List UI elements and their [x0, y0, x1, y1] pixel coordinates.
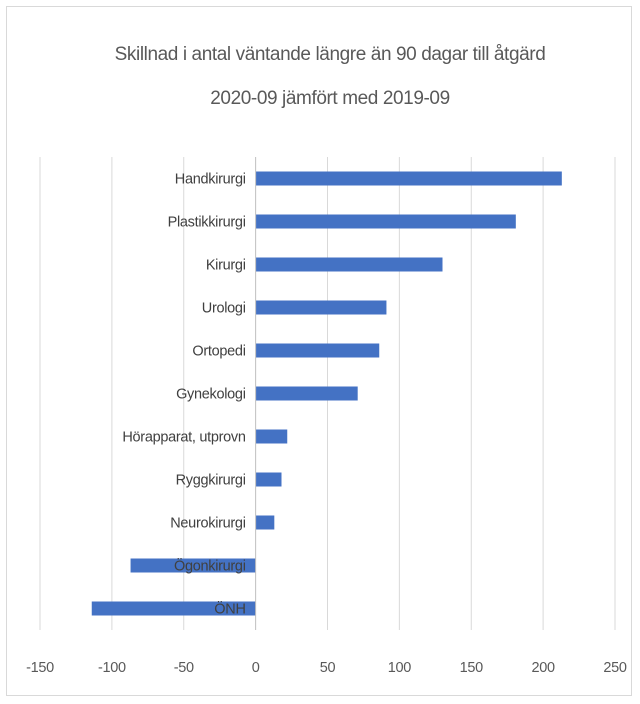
category-label: Kirurgi — [206, 258, 246, 274]
category-label: Ryggkirurgi — [176, 473, 246, 489]
x-tick-labels: -150 -100 -50 0 50 100 150 200 250 — [26, 660, 627, 676]
bar — [91, 601, 256, 616]
x-tick-label: -150 — [26, 660, 54, 676]
category-label: Ortopedi — [192, 344, 245, 360]
bar — [255, 515, 275, 530]
x-tick-label: 100 — [388, 660, 412, 676]
bar — [130, 558, 256, 573]
x-tick-label: 250 — [603, 660, 627, 676]
gridlines — [39, 157, 616, 630]
x-tick-label: 0 — [252, 660, 260, 676]
bars — [91, 171, 562, 616]
bar — [255, 386, 358, 401]
x-tick-label: -50 — [174, 660, 194, 676]
x-tick-label: 200 — [531, 660, 555, 676]
category-label: Gynekologi — [176, 387, 246, 403]
category-label: Urologi — [202, 301, 246, 317]
category-label: Hörapparat, utprovn — [122, 430, 245, 446]
x-tick-label: -100 — [98, 660, 126, 676]
category-label: Neurokirurgi — [170, 516, 245, 532]
category-label: Handkirurgi — [175, 172, 246, 188]
bar — [255, 472, 282, 487]
category-label: Ögonkirurgi — [174, 557, 246, 575]
bar — [255, 214, 516, 229]
bar — [255, 429, 288, 444]
x-tick-label: 150 — [460, 660, 484, 676]
chart-subtitle: 2020-09 jämfört med 2019-09 — [210, 88, 450, 109]
category-label: ÖNH — [214, 600, 245, 618]
x-tick-label: 50 — [320, 660, 336, 676]
bar — [255, 257, 443, 272]
bar — [255, 171, 562, 186]
category-labels: Handkirurgi Plastikkirurgi Kirurgi Urologi O… — [122, 172, 246, 618]
chart-title: Skillnad i antal väntande längre än 90 d… — [115, 44, 546, 65]
bar — [255, 300, 387, 315]
category-label: Plastikkirurgi — [168, 215, 246, 231]
bar — [255, 343, 380, 358]
